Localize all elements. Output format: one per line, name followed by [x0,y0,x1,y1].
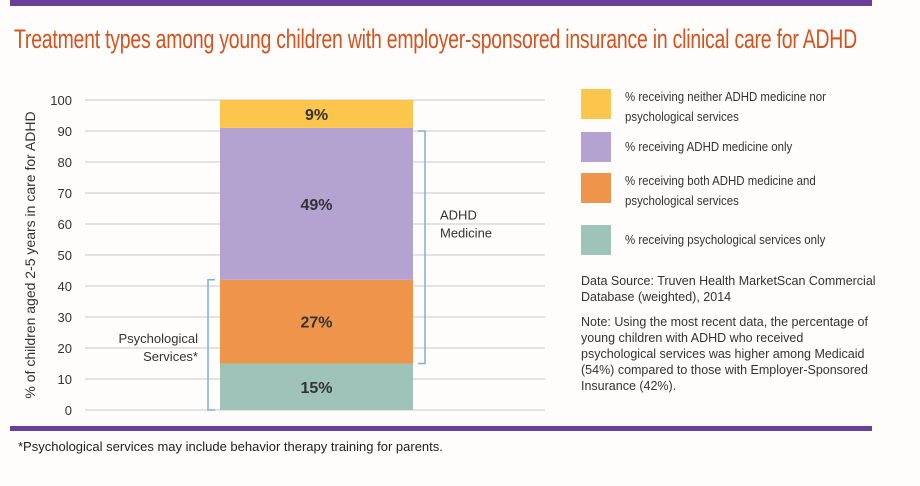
psychological-services-label: Psychological [119,331,199,346]
adhd-medicine-label: ADHD [440,207,477,222]
legend-swatch [581,225,611,255]
psychological-services-label: Services* [143,349,198,364]
y-tick-label: 80 [58,155,72,170]
y-tick-label: 20 [58,341,72,356]
note: Note: Using the most recent data, the pe… [581,315,868,393]
adhd-medicine-bracket [418,130,426,365]
y-tick-label: 90 [58,124,72,139]
legend-label: % receiving both ADHD medicine and psych… [625,173,816,208]
footnote: *Psychological services may include beha… [18,439,443,454]
legend-swatch [581,173,611,203]
legend-label: % receiving neither ADHD medicine nor ps… [625,89,826,124]
data-label: 49% [300,197,332,214]
chart-title: Treatment types among young children wit… [14,24,857,54]
y-tick-label: 10 [58,372,72,387]
bar-segment [220,100,413,128]
data-label: 27% [300,315,332,332]
data-label: 15% [300,380,332,397]
top-rule [10,0,872,6]
legend-label: % receiving ADHD medicine only [625,139,793,154]
bar-segment [220,363,413,410]
y-tick-label: 100 [50,93,72,108]
y-tick-label: 50 [58,248,72,263]
adhd-medicine-label: Medicine [440,225,492,240]
bar-segment [220,127,413,280]
bottom-rule [10,426,872,431]
psychological-services-bracket [207,279,215,411]
data-source: Data Source: Truven Health MarketScan Co… [581,274,876,304]
y-tick-label: 40 [58,279,72,294]
y-tick-label: 0 [65,403,72,418]
legend-swatch [581,89,611,119]
legend-label: % receiving psychological services only [625,232,826,247]
bar-segment [220,279,413,364]
legend-swatch [581,132,611,162]
data-label: 9% [305,107,328,124]
y-tick-label: 30 [58,310,72,325]
y-axis-label: % of children aged 2-5 years in care for… [22,111,38,398]
y-tick-label: 60 [58,217,72,232]
y-tick-label: 70 [58,186,72,201]
